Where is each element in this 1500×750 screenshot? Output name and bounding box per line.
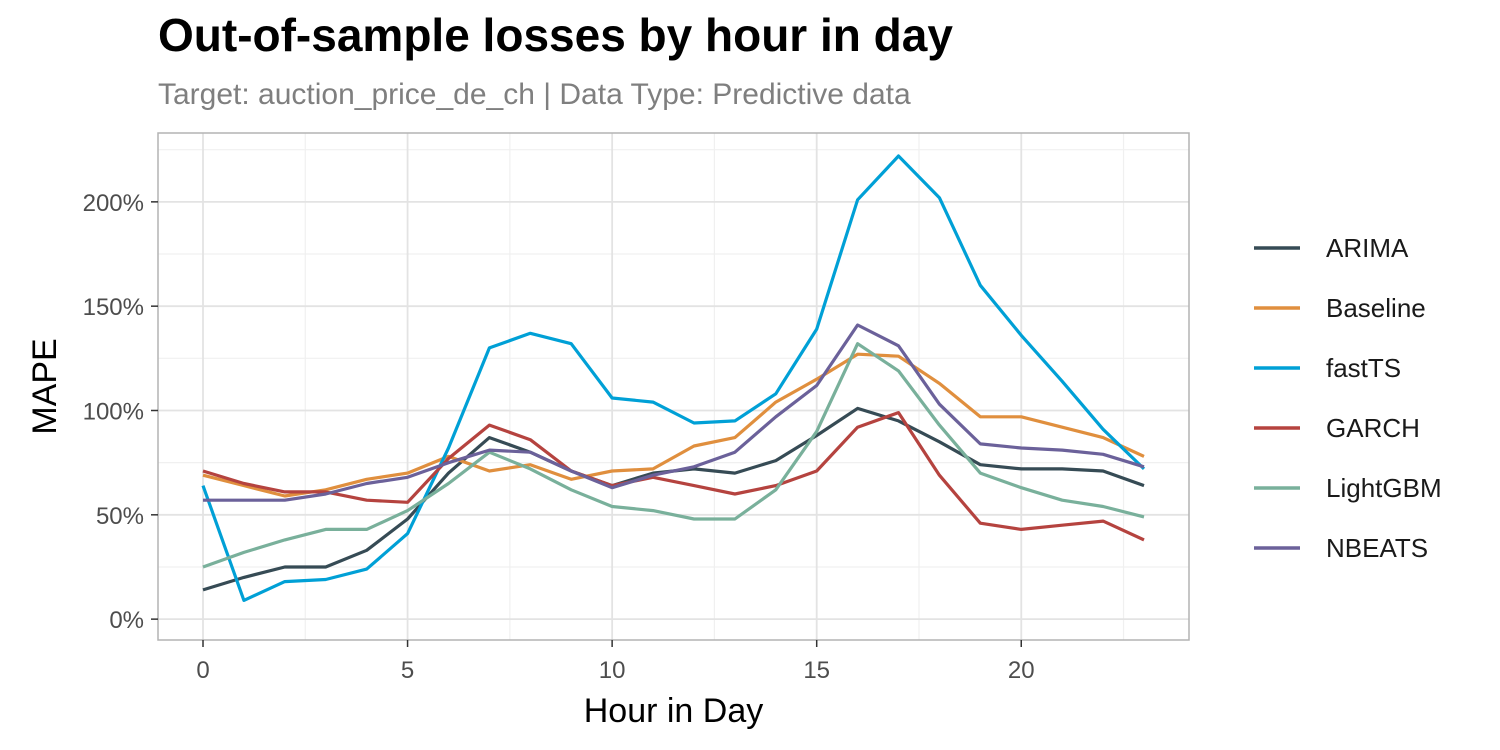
series-line-lightgbm [202, 342, 1145, 569]
x-tick-label: 5 [401, 657, 414, 684]
y-axis-title: MAPE [26, 338, 64, 434]
legend-label-garch: GARCH [1326, 413, 1420, 443]
chart-title: Out-of-sample losses by hour in day [158, 9, 953, 61]
series-line-garch [202, 411, 1145, 542]
x-axis-title: Hour in Day [584, 692, 764, 730]
y-tick-label: 200% [83, 190, 144, 217]
series-line-nbeats [203, 323, 1145, 502]
plot-panel-border [157, 132, 1190, 641]
y-tick-label: 50% [96, 503, 144, 530]
legend-label-arima: ARIMA [1326, 233, 1409, 263]
legend: ARIMA Baseline fastTS GARCH LightGBM NBEATS [1254, 233, 1442, 563]
legend-label-lightgbm: LightGBM [1326, 473, 1442, 503]
axis-ticks [151, 201, 1023, 647]
x-tick-label: 20 [1008, 657, 1035, 684]
series-line-arima [202, 406, 1145, 592]
x-tick-label: 0 [196, 657, 209, 684]
x-tick-label: 10 [599, 657, 626, 684]
tick-labels: 0 5 10 15 200%50%100%150%200% [83, 190, 1035, 684]
legend-label-nbeats: NBEATS [1326, 533, 1428, 563]
y-tick-label: 150% [83, 294, 144, 321]
legend-label-baseline: Baseline [1326, 293, 1426, 323]
x-tick-label: 15 [803, 657, 830, 684]
series-line-fastts [201, 154, 1146, 603]
series-lines [201, 154, 1146, 603]
y-tick-label: 0% [109, 607, 144, 634]
chart-subtitle: Target: auction_price_de_ch | Data Type:… [158, 78, 911, 111]
minor-gridlines [158, 133, 1189, 640]
y-tick-label: 100% [83, 398, 144, 425]
major-gridlines [158, 133, 1189, 640]
legend-label-fastts: fastTS [1326, 353, 1401, 383]
series-line-baseline [202, 352, 1145, 498]
